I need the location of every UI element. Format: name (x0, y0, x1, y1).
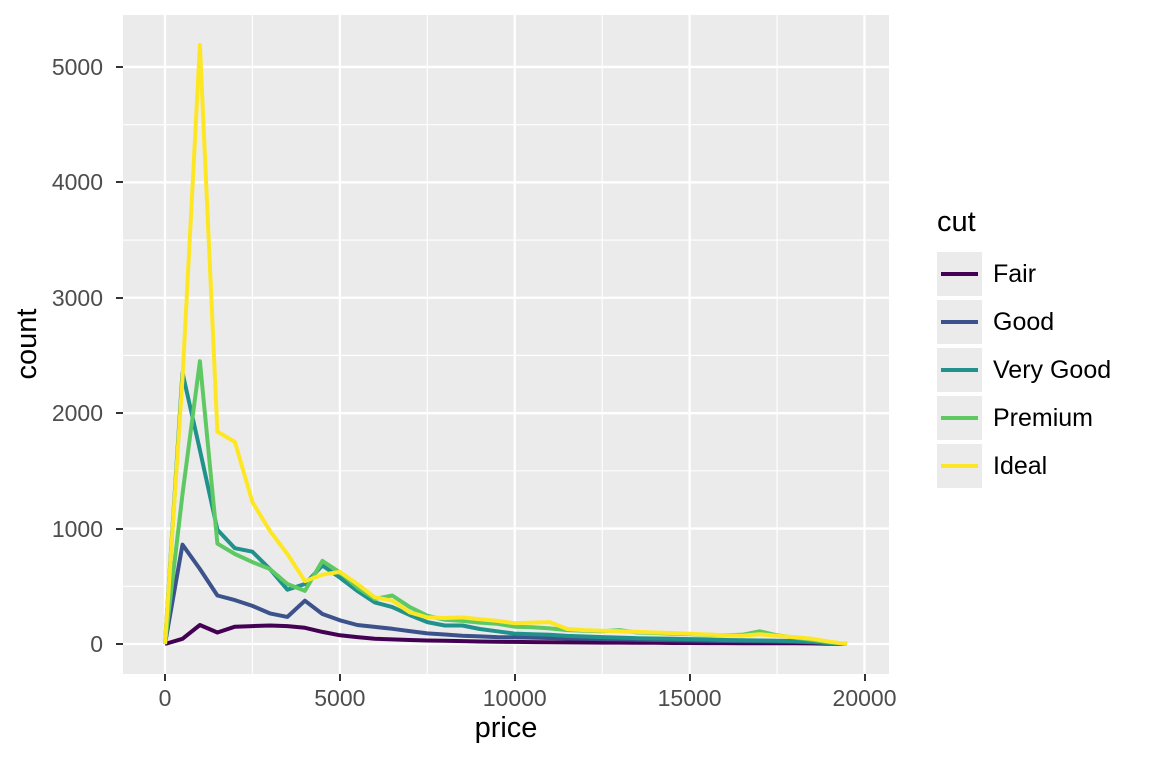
legend-key (937, 300, 982, 344)
legend-item: Fair (937, 252, 1147, 296)
legend-items: Fair Good Very Good Premium Ideal (937, 252, 1147, 488)
x-axis-title: price (474, 712, 538, 744)
x-tick-label: 5000 (314, 685, 366, 711)
y-tick-mark (116, 527, 123, 530)
legend-key-line (941, 320, 978, 324)
series-line-fair (164, 623, 848, 646)
legend-item: Very Good (937, 348, 1147, 392)
x-tick-mark (688, 674, 691, 681)
x-tick-mark (863, 674, 866, 681)
y-tick-label: 4000 (51, 169, 103, 196)
legend-item-label: Fair (993, 260, 1037, 288)
legend-key-line (941, 272, 978, 276)
legend-key-line (941, 368, 978, 372)
legend-key-line (941, 416, 978, 420)
y-tick-mark (116, 412, 123, 415)
legend-item-label: Very Good (993, 356, 1112, 384)
y-tick-label: 3000 (51, 284, 103, 311)
legend-item: Premium (937, 396, 1147, 440)
y-tick-label: 2000 (51, 400, 103, 427)
x-tick-mark (163, 674, 166, 681)
y-tick-mark (116, 642, 123, 645)
x-tick-label: 10000 (482, 685, 547, 711)
x-tick-label: 0 (158, 685, 172, 711)
legend-item-label: Ideal (993, 452, 1048, 480)
legend-key-line (941, 464, 978, 468)
y-tick-label: 5000 (51, 53, 103, 80)
legend-item: Good (937, 300, 1147, 344)
legend-item-label: Premium (993, 404, 1094, 432)
plot-panel (123, 15, 889, 674)
series-line-good (163, 542, 848, 646)
y-axis-title: count (11, 308, 43, 380)
y-tick-label: 1000 (51, 515, 103, 542)
y-tick-mark (116, 296, 123, 299)
x-tick-mark (513, 674, 516, 681)
legend-key (937, 444, 982, 488)
x-tick-mark (338, 674, 341, 681)
x-tick-label: 20000 (832, 685, 897, 711)
series-line-very-good (163, 370, 848, 646)
legend: cut Fair Good Very Good Premium Ideal (937, 205, 1147, 492)
series-line-ideal (163, 43, 848, 646)
legend-key (937, 348, 982, 392)
legend-item-label: Good (993, 308, 1055, 336)
legend-key (937, 396, 982, 440)
y-tick-mark (116, 65, 123, 68)
y-tick-mark (116, 181, 123, 184)
x-tick-label: 15000 (657, 685, 722, 711)
series-line-premium (163, 359, 848, 646)
legend-item: Ideal (937, 444, 1147, 488)
legend-title: cut (937, 206, 976, 238)
plot-area-svg (123, 15, 889, 674)
legend-key (937, 252, 982, 296)
y-tick-label: 0 (90, 630, 103, 657)
